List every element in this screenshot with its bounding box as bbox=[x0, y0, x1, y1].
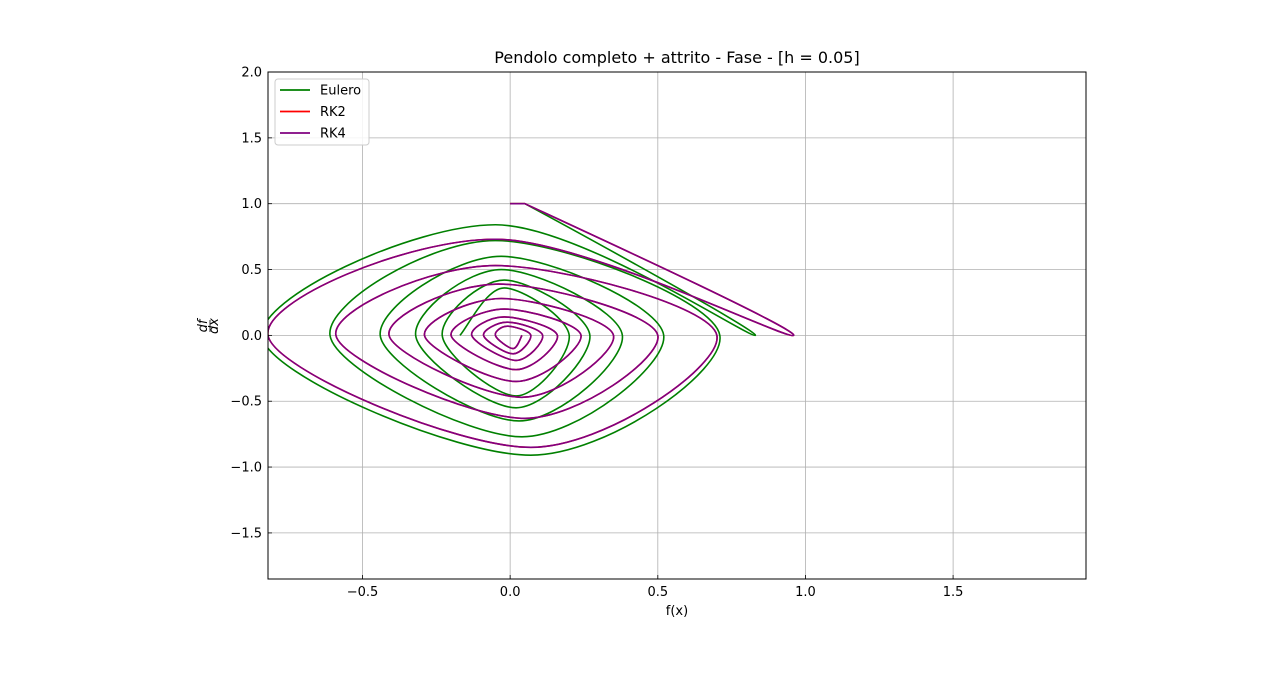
legend-box bbox=[274, 78, 370, 146]
series-layer bbox=[268, 202, 795, 457]
chart-title: Pendolo completo + attrito - Fase - [h =… bbox=[494, 48, 859, 67]
y-tick-label: −1.5 bbox=[230, 526, 262, 541]
y-tick-label: 1.5 bbox=[241, 131, 262, 146]
y-tick-label: −0.5 bbox=[230, 395, 262, 410]
legend-label-eulero: Eulero bbox=[320, 84, 361, 99]
plot-background bbox=[268, 72, 1086, 579]
y-axis-label-numerator: df bbox=[196, 317, 211, 332]
y-axis-label-denominator: dx bbox=[207, 318, 222, 334]
y-axis-label: df dx bbox=[196, 317, 222, 334]
legend-items: Eulero RK2 RK4 bbox=[280, 84, 361, 142]
x-tick-label: 1.0 bbox=[795, 585, 816, 600]
legend: Eulero RK2 RK4 bbox=[274, 78, 370, 146]
y-tick-label: 1.0 bbox=[241, 197, 262, 212]
y-tick-label: 2.0 bbox=[241, 66, 262, 81]
x-tick-label: 1.5 bbox=[943, 585, 964, 600]
legend-label-rk2: RK2 bbox=[320, 105, 346, 120]
x-tick-label: 0.0 bbox=[500, 585, 521, 600]
series-line-rk4 bbox=[268, 202, 795, 449]
x-axis-label: f(x) bbox=[666, 604, 688, 619]
legend-label-rk4: RK4 bbox=[320, 127, 346, 142]
y-tick-label: 0.0 bbox=[241, 329, 262, 344]
x-tick-label: 0.5 bbox=[647, 585, 668, 600]
y-tick-label: 0.5 bbox=[241, 263, 262, 278]
x-tick-label: −0.5 bbox=[347, 585, 379, 600]
plot-frame bbox=[267, 71, 1087, 580]
y-tick-label: −1.0 bbox=[230, 461, 262, 476]
ticks: −0.5 0.0 0.5 1.0 1.5 −1.5 −1.0 −0.5 0.0 0.5 1.0 1.5… bbox=[230, 66, 963, 601]
series-line-eulero bbox=[268, 202, 757, 457]
